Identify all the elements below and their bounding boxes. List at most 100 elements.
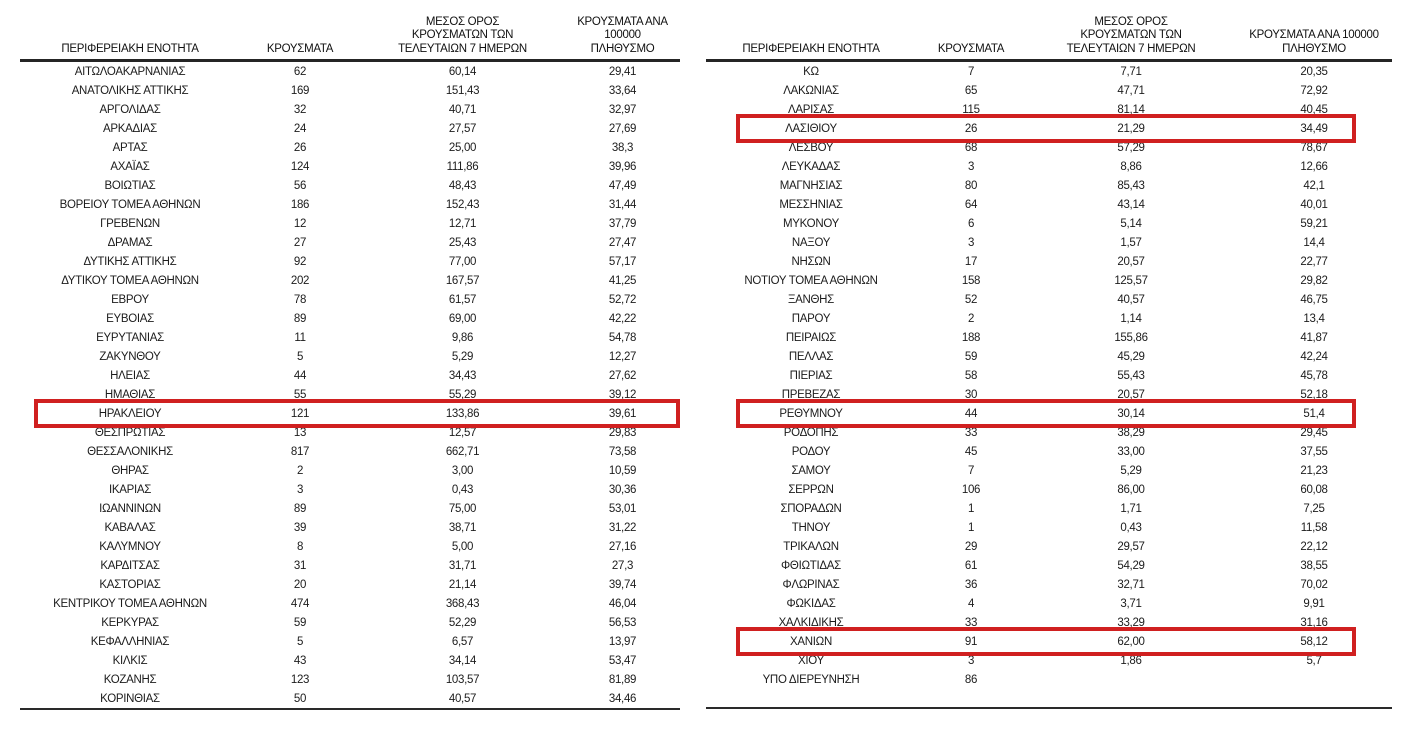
per100k-value: 7,25 xyxy=(1303,502,1325,515)
cases-value: 92 xyxy=(293,255,307,268)
cases-value: 78 xyxy=(293,293,307,306)
per100k-value: 59,21 xyxy=(1300,217,1328,230)
table-row: ΔΥΤΙΚΟΥ ΤΟΜΕΑ ΑΘΗΝΩΝ 202 167,57 41,25 xyxy=(20,271,680,290)
table-row: ΚΕΡΚΥΡΑΣ 59 52,29 56,53 xyxy=(20,613,680,632)
avg7days-value: 40,57 xyxy=(448,692,477,705)
per100k-value: 70,02 xyxy=(1300,578,1328,591)
cases-table-left: ΠΕΡΙΦΕΡΕΙΑΚΗ ΕΝΟΤΗΤΑ ΚΡΟΥΣΜΑΤΑ ΜΕΣΟΣ ΟΡΟ… xyxy=(20,6,680,710)
table-row: ΑΡΓΟΛΙΔΑΣ 32 40,71 32,97 xyxy=(20,100,680,119)
region-name: ΜΑΓΝΗΣΙΑΣ xyxy=(779,179,843,192)
cases-value: 58 xyxy=(964,369,978,382)
table-row: ΗΛΕΙΑΣ 44 34,43 27,62 xyxy=(20,366,680,385)
avg7days-value: 8,86 xyxy=(1120,160,1142,173)
avg7days-value: 0,43 xyxy=(1120,521,1142,534)
cases-value: 817 xyxy=(290,445,310,458)
avg7days-value: 33,29 xyxy=(1117,616,1145,629)
avg7days-value: 33,00 xyxy=(1117,445,1145,458)
cases-value: 20 xyxy=(293,578,307,591)
cases-value: 62 xyxy=(293,65,307,78)
cases-value: 64 xyxy=(964,198,978,211)
region-name: ΛΑΡΙΣΑΣ xyxy=(787,103,834,116)
region-name: ΛΑΚΩΝΙΑΣ xyxy=(783,84,839,97)
table-row: ΚΕΝΤΡΙΚΟΥ ΤΟΜΕΑ ΑΘΗΝΩΝ 474 368,43 46,04 xyxy=(20,594,680,613)
per100k-value: 51,4 xyxy=(1303,407,1325,420)
table-row: ΙΚΑΡΙΑΣ 3 0,43 30,36 xyxy=(20,480,680,499)
cases-value: 31 xyxy=(293,559,307,572)
table-row: ΑΡΚΑΔΙΑΣ 24 27,57 27,69 xyxy=(20,119,680,138)
table-row: ΑΡΤΑΣ 26 25,00 38,3 xyxy=(20,138,680,157)
region-name: ΞΑΝΘΗΣ xyxy=(787,293,834,306)
table-row: ΡΟΔΟΠΗΣ 33 38,29 29,45 xyxy=(706,423,1392,442)
avg7days-value: 52,29 xyxy=(448,616,477,629)
cases-value: 123 xyxy=(290,673,310,686)
table-row: ΑΙΤΩΛΟΑΚΑΡΝΑΝΙΑΣ 62 60,14 29,41 xyxy=(20,62,680,81)
per100k-value: 37,55 xyxy=(1300,445,1328,458)
table-row: ΔΡΑΜΑΣ 27 25,43 27,47 xyxy=(20,233,680,252)
table-row: ΜΕΣΣΗΝΙΑΣ 64 43,14 40,01 xyxy=(706,195,1392,214)
avg7days-value: 155,86 xyxy=(1114,331,1148,344)
region-name: ΠΙΕΡΙΑΣ xyxy=(789,369,833,382)
per100k-value: 13,4 xyxy=(1303,312,1325,325)
table-row: ΠΡΕΒΕΖΑΣ 30 20,57 52,18 xyxy=(706,385,1392,404)
avg7days-value: 368,43 xyxy=(445,597,480,610)
table-row: ΡΟΔΟΥ 45 33,00 37,55 xyxy=(706,442,1392,461)
table-row: ΛΑΣΙΘΙΟΥ 26 21,29 34,49 xyxy=(706,114,1392,143)
per100k-value: 21,23 xyxy=(1300,464,1328,477)
table-row: ΚΙΛΚΙΣ 43 34,14 53,47 xyxy=(20,651,680,670)
region-name: ΜΕΣΣΗΝΙΑΣ xyxy=(779,198,843,211)
avg7days-value: 103,57 xyxy=(445,673,480,686)
cases-value: 2 xyxy=(296,464,304,477)
per100k-value: 60,08 xyxy=(1300,483,1328,496)
per100k-value: 46,75 xyxy=(1300,293,1328,306)
table-row: ΦΩΚΙΔΑΣ 4 3,71 9,91 xyxy=(706,594,1392,613)
table-body-left: ΑΙΤΩΛΟΑΚΑΡΝΑΝΙΑΣ 62 60,14 29,41 ΑΝΑΤΟΛΙΚ… xyxy=(20,62,680,710)
per100k-value: 22,77 xyxy=(1300,255,1328,268)
cases-value: 3 xyxy=(967,236,975,249)
region-name: ΤΡΙΚΑΛΩΝ xyxy=(783,540,839,553)
region-name: ΡΟΔΟΥ xyxy=(791,445,831,458)
per100k-value: 42,1 xyxy=(1303,179,1325,192)
cases-value: 45 xyxy=(964,445,978,458)
table-row: ΧΙΟΥ 3 1,86 5,7 xyxy=(706,651,1392,670)
region-name: ΡΟΔΟΠΗΣ xyxy=(783,426,839,439)
cases-value: 50 xyxy=(293,692,307,705)
region-name: ΑΙΤΩΛΟΑΚΑΡΝΑΝΙΑΣ xyxy=(74,65,186,78)
per100k-value: 56,53 xyxy=(608,616,637,629)
table-row: ΝΟΤΙΟΥ ΤΟΜΕΑ ΑΘΗΝΩΝ 158 125,57 29,82 xyxy=(706,271,1392,290)
per100k-value: 42,22 xyxy=(608,312,637,325)
per100k-value: 46,04 xyxy=(608,597,637,610)
table-row: ΕΒΡΟΥ 78 61,57 52,72 xyxy=(20,290,680,309)
avg7days-value: 662,71 xyxy=(445,445,480,458)
avg7days-value: 27,57 xyxy=(448,122,477,135)
avg7days-value: 3,71 xyxy=(1120,597,1142,610)
region-name: ΠΡΕΒΕΖΑΣ xyxy=(781,388,841,401)
region-name: ΙΩΑΝΝΙΝΩΝ xyxy=(99,502,161,515)
table-row: ΑΝΑΤΟΛΙΚΗΣ ΑΤΤΙΚΗΣ 169 151,43 33,64 xyxy=(20,81,680,100)
per100k-value: 31,22 xyxy=(608,521,637,534)
table-row: ΜΥΚΟΝΟΥ 6 5,14 59,21 xyxy=(706,214,1392,233)
region-name: ΛΕΣΒΟΥ xyxy=(788,141,834,154)
avg7days-value: 69,00 xyxy=(448,312,477,325)
per100k-value: 72,92 xyxy=(1300,84,1328,97)
region-name: ΝΟΤΙΟΥ ΤΟΜΕΑ ΑΘΗΝΩΝ xyxy=(744,274,878,287)
region-name: ΝΑΞΟΥ xyxy=(791,236,831,249)
region-name: ΠΕΙΡΑΙΩΣ xyxy=(785,331,837,344)
cases-value: 33 xyxy=(964,426,978,439)
cases-value: 1 xyxy=(967,521,975,534)
table-row: ΣΕΡΡΩΝ 106 86,00 60,08 xyxy=(706,480,1392,499)
avg7days-value: 25,43 xyxy=(448,236,477,249)
region-name: ΣΠΟΡΑΔΩΝ xyxy=(780,502,842,515)
table-row: ΚΑΛΥΜΝΟΥ 8 5,00 27,16 xyxy=(20,537,680,556)
cases-value: 68 xyxy=(964,141,978,154)
per100k-value: 10,59 xyxy=(608,464,637,477)
region-name: ΝΗΣΩΝ xyxy=(791,255,831,268)
per100k-value: 41,25 xyxy=(608,274,637,287)
region-name: ΔΥΤΙΚΗΣ ΑΤΤΙΚΗΣ xyxy=(83,255,177,268)
table-row: ΑΧΑΪΑΣ 124 111,86 39,96 xyxy=(20,157,680,176)
region-name: ΒΟΡΕΙΟΥ ΤΟΜΕΑ ΑΘΗΝΩΝ xyxy=(59,198,201,211)
region-name: ΠΑΡΟΥ xyxy=(791,312,831,325)
per100k-value: 12,27 xyxy=(608,350,637,363)
table-row: ΛΑΡΙΣΑΣ 115 81,14 40,45 xyxy=(706,100,1392,119)
table-header-right: ΠΕΡΙΦΕΡΕΙΑΚΗ ΕΝΟΤΗΤΑ ΚΡΟΥΣΜΑΤΑ ΜΕΣΟΣ ΟΡΟ… xyxy=(706,6,1392,62)
region-name: ΚΩ xyxy=(803,65,819,78)
